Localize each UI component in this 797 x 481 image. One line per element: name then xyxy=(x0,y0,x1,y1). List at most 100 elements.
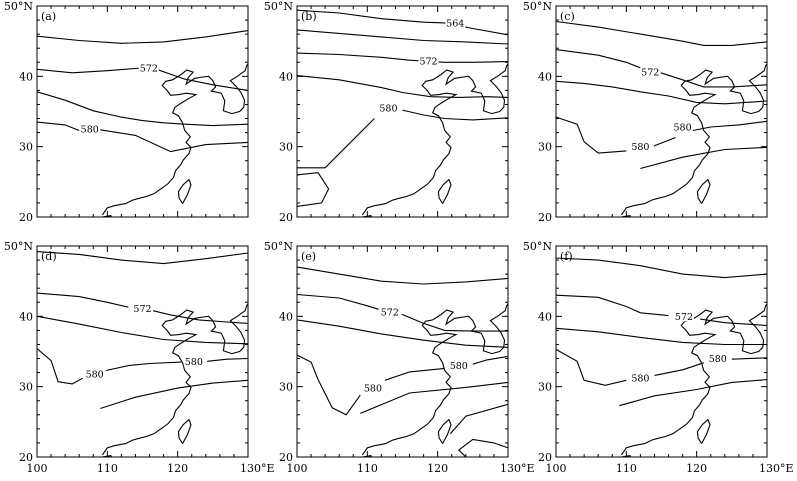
contour-label-background xyxy=(132,302,153,314)
contour-label: 580 xyxy=(185,357,203,368)
height-contour xyxy=(37,30,248,44)
contour-label-background xyxy=(674,310,695,322)
coastline xyxy=(620,303,767,456)
height-contour xyxy=(556,327,767,346)
height-contour xyxy=(37,251,248,265)
taiwan-coastline xyxy=(696,178,711,204)
contour-label: 572 xyxy=(381,308,399,319)
contour-label-background xyxy=(672,120,693,132)
height-contour xyxy=(619,379,767,407)
map-content xyxy=(297,9,508,217)
contour-label: 572 xyxy=(140,63,158,74)
contour-label: 580 xyxy=(364,384,382,395)
height-contour xyxy=(297,118,375,169)
contour-label: 580 xyxy=(86,370,104,381)
lon-tick-label: 130°E xyxy=(240,462,275,475)
map-frame xyxy=(555,5,768,218)
height-contour xyxy=(37,315,248,345)
contour-label: 580 xyxy=(674,122,692,133)
contour-label-background xyxy=(707,352,728,364)
height-contour xyxy=(653,136,676,147)
height-contour xyxy=(297,29,508,45)
contour-label: 580 xyxy=(631,142,649,153)
panel-label: (b) xyxy=(301,10,317,23)
contour-label: 580 xyxy=(81,125,99,136)
height-contour xyxy=(640,146,767,170)
height-contour xyxy=(457,438,508,457)
lon-tick-label: 110 xyxy=(616,462,637,475)
taiwan-coastline xyxy=(696,418,711,444)
height-contour xyxy=(152,310,248,324)
contour-label-background xyxy=(378,101,399,113)
lat-tick-label: 30 xyxy=(279,381,293,394)
panel-label: (c) xyxy=(560,10,575,23)
lat-tick-label: 30 xyxy=(19,381,33,394)
lat-tick-label: 20 xyxy=(279,451,293,464)
coastline xyxy=(620,63,767,216)
map-content xyxy=(37,30,248,217)
height-contour xyxy=(297,354,361,416)
coastline xyxy=(361,303,508,456)
lat-tick-label: 20 xyxy=(538,451,552,464)
height-contour xyxy=(401,313,508,332)
lat-tick-label: 50°N xyxy=(4,240,33,253)
contour-label: 572 xyxy=(641,68,659,79)
height-contour xyxy=(556,49,641,69)
contour-label-background xyxy=(362,382,383,394)
lon-tick-label: 120 xyxy=(427,462,448,475)
lat-tick-label: 50°N xyxy=(523,0,552,13)
map-frame xyxy=(36,5,249,218)
lat-tick-label: 50°N xyxy=(4,0,33,13)
height-contour xyxy=(207,357,248,362)
taiwan-coastline xyxy=(177,178,192,204)
panel-label: (e) xyxy=(301,250,316,263)
lat-tick-label: 20 xyxy=(538,211,552,224)
height-contour xyxy=(360,381,508,414)
lat-tick-label: 20 xyxy=(19,451,33,464)
height-contour xyxy=(731,357,767,360)
map-content xyxy=(556,20,767,217)
lon-tick-label: 110 xyxy=(97,462,118,475)
lat-tick-label: 30 xyxy=(19,141,33,154)
height-contour xyxy=(556,294,669,317)
contour-label-background xyxy=(84,368,105,380)
map-panel-b: 50°N 40 30 20 (b) 564 572 580 xyxy=(264,0,509,224)
map-panel-c: 50°N 40 30 20 (c) 572 580 580 xyxy=(523,0,768,224)
coastline xyxy=(361,63,508,216)
height-contour xyxy=(700,318,767,327)
height-contour xyxy=(297,52,508,63)
contour-label: 564 xyxy=(446,18,464,29)
height-contour xyxy=(297,319,508,348)
contour-label-background xyxy=(138,61,159,73)
hainan-coastline xyxy=(101,214,113,217)
lat-tick-label: 50°N xyxy=(264,0,293,13)
height-contour xyxy=(100,129,248,153)
height-contour xyxy=(297,172,330,207)
height-contour xyxy=(556,116,627,154)
lat-tick-label: 40 xyxy=(279,70,293,83)
lat-tick-label: 40 xyxy=(19,310,33,323)
coastline xyxy=(101,303,248,456)
lon-tick-label: 100 xyxy=(27,462,48,475)
contour-label-background xyxy=(183,355,204,367)
height-contour xyxy=(654,362,704,376)
map-panel-a: 50°N 40 30 20 (a) 572 580 xyxy=(4,0,249,224)
taiwan-coastline xyxy=(437,178,452,204)
map-frame xyxy=(36,245,249,458)
height-contour xyxy=(556,348,627,386)
lon-tick-label: 100 xyxy=(287,462,308,475)
contour-label-background xyxy=(640,66,661,78)
height-contour xyxy=(660,72,767,88)
lon-tick-label: 120 xyxy=(167,462,188,475)
lat-tick-label: 40 xyxy=(538,310,552,323)
taiwan-coastline xyxy=(437,418,452,444)
contour-label-background xyxy=(448,359,469,371)
height-contour xyxy=(105,361,182,372)
height-contour xyxy=(402,109,508,121)
height-contour xyxy=(384,367,445,381)
height-contour xyxy=(37,348,83,385)
